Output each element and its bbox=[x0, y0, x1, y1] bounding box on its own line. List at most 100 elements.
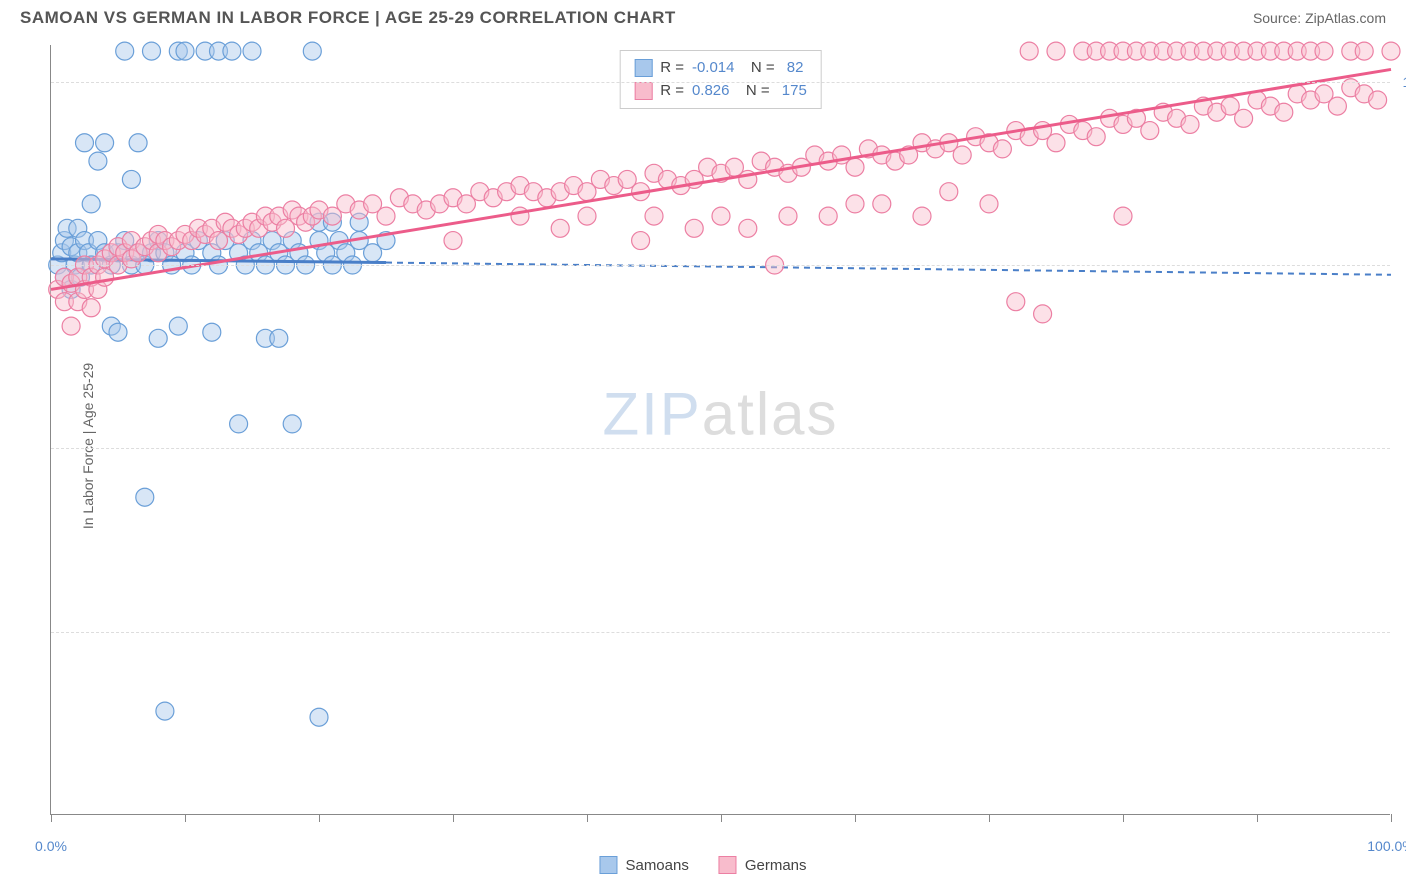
x-tick bbox=[185, 814, 186, 822]
x-tick bbox=[721, 814, 722, 822]
chart-header: SAMOAN VS GERMAN IN LABOR FORCE | AGE 25… bbox=[0, 0, 1406, 36]
data-point bbox=[1181, 115, 1199, 133]
data-point bbox=[444, 232, 462, 250]
legend-r-value: 0.826 bbox=[692, 80, 730, 103]
legend-label: Germans bbox=[745, 857, 807, 874]
x-tick bbox=[1257, 814, 1258, 822]
data-point bbox=[632, 232, 650, 250]
x-tick-label: 100.0% bbox=[1367, 838, 1406, 854]
data-point bbox=[129, 134, 147, 152]
data-point bbox=[96, 134, 114, 152]
data-point bbox=[1141, 122, 1159, 140]
data-point bbox=[511, 207, 529, 225]
series-legend: Samoans Germans bbox=[599, 856, 806, 874]
x-tick bbox=[587, 814, 588, 822]
data-point bbox=[223, 42, 241, 60]
data-point bbox=[143, 42, 161, 60]
data-point bbox=[1355, 42, 1373, 60]
data-point bbox=[846, 195, 864, 213]
data-point bbox=[685, 219, 703, 237]
plot-area: ZIPatlas R = -0.014 N = 82R = 0.826 N = … bbox=[50, 45, 1390, 815]
data-point bbox=[1047, 134, 1065, 152]
legend-r-value: -0.014 bbox=[692, 57, 735, 80]
data-point bbox=[1275, 103, 1293, 121]
data-point bbox=[1382, 42, 1400, 60]
data-point bbox=[712, 207, 730, 225]
data-point bbox=[303, 42, 321, 60]
data-point bbox=[82, 195, 100, 213]
data-point bbox=[1047, 42, 1065, 60]
data-point bbox=[953, 146, 971, 164]
data-point bbox=[1007, 293, 1025, 311]
data-point bbox=[846, 158, 864, 176]
grid-line bbox=[51, 265, 1390, 266]
chart-title: SAMOAN VS GERMAN IN LABOR FORCE | AGE 25… bbox=[20, 8, 676, 28]
x-tick bbox=[51, 814, 52, 822]
data-point bbox=[1328, 97, 1346, 115]
legend-swatch bbox=[634, 82, 652, 100]
legend-n-label: N = bbox=[738, 80, 770, 103]
data-point bbox=[578, 207, 596, 225]
legend-label: Samoans bbox=[625, 857, 688, 874]
scatter-svg bbox=[51, 45, 1390, 814]
data-point bbox=[169, 317, 187, 335]
data-point bbox=[1235, 109, 1253, 127]
grid-line bbox=[51, 82, 1390, 83]
legend-r-label: R = bbox=[660, 57, 684, 80]
data-point bbox=[76, 134, 94, 152]
grid-line bbox=[51, 448, 1390, 449]
data-point bbox=[1369, 91, 1387, 109]
data-point bbox=[645, 207, 663, 225]
legend-swatch bbox=[719, 856, 737, 874]
data-point bbox=[1315, 42, 1333, 60]
x-tick bbox=[989, 814, 990, 822]
legend-r-label: R = bbox=[660, 80, 684, 103]
data-point bbox=[136, 488, 154, 506]
y-tick-label: 100.0% bbox=[1403, 74, 1406, 90]
chart-source: Source: ZipAtlas.com bbox=[1253, 10, 1386, 26]
data-point bbox=[310, 708, 328, 726]
x-tick bbox=[453, 814, 454, 822]
data-point bbox=[156, 702, 174, 720]
data-point bbox=[283, 415, 301, 433]
data-point bbox=[980, 195, 998, 213]
data-point bbox=[819, 207, 837, 225]
data-point bbox=[270, 329, 288, 347]
x-tick bbox=[1123, 814, 1124, 822]
data-point bbox=[739, 219, 757, 237]
x-tick bbox=[319, 814, 320, 822]
legend-n-value: 82 bbox=[783, 57, 804, 80]
data-point bbox=[913, 207, 931, 225]
x-tick-label: 0.0% bbox=[35, 838, 67, 854]
data-point bbox=[551, 219, 569, 237]
legend-item: Samoans bbox=[599, 856, 688, 874]
data-point bbox=[377, 207, 395, 225]
data-point bbox=[1087, 128, 1105, 146]
data-point bbox=[230, 415, 248, 433]
x-tick bbox=[1391, 814, 1392, 822]
data-point bbox=[203, 323, 221, 341]
data-point bbox=[82, 299, 100, 317]
legend-swatch bbox=[599, 856, 617, 874]
data-point bbox=[122, 170, 140, 188]
data-point bbox=[993, 140, 1011, 158]
legend-row: R = -0.014 N = 82 bbox=[634, 57, 807, 80]
correlation-legend: R = -0.014 N = 82R = 0.826 N = 175 bbox=[619, 50, 822, 109]
data-point bbox=[1020, 42, 1038, 60]
legend-item: Germans bbox=[719, 856, 807, 874]
data-point bbox=[176, 42, 194, 60]
data-point bbox=[243, 42, 261, 60]
data-point bbox=[1034, 305, 1052, 323]
x-tick bbox=[855, 814, 856, 822]
data-point bbox=[940, 183, 958, 201]
legend-row: R = 0.826 N = 175 bbox=[634, 80, 807, 103]
data-point bbox=[779, 207, 797, 225]
legend-n-label: N = bbox=[743, 57, 775, 80]
data-point bbox=[873, 195, 891, 213]
data-point bbox=[62, 317, 80, 335]
legend-swatch bbox=[634, 59, 652, 77]
data-point bbox=[149, 329, 167, 347]
data-point bbox=[89, 152, 107, 170]
grid-line bbox=[51, 632, 1390, 633]
data-point bbox=[1114, 207, 1132, 225]
